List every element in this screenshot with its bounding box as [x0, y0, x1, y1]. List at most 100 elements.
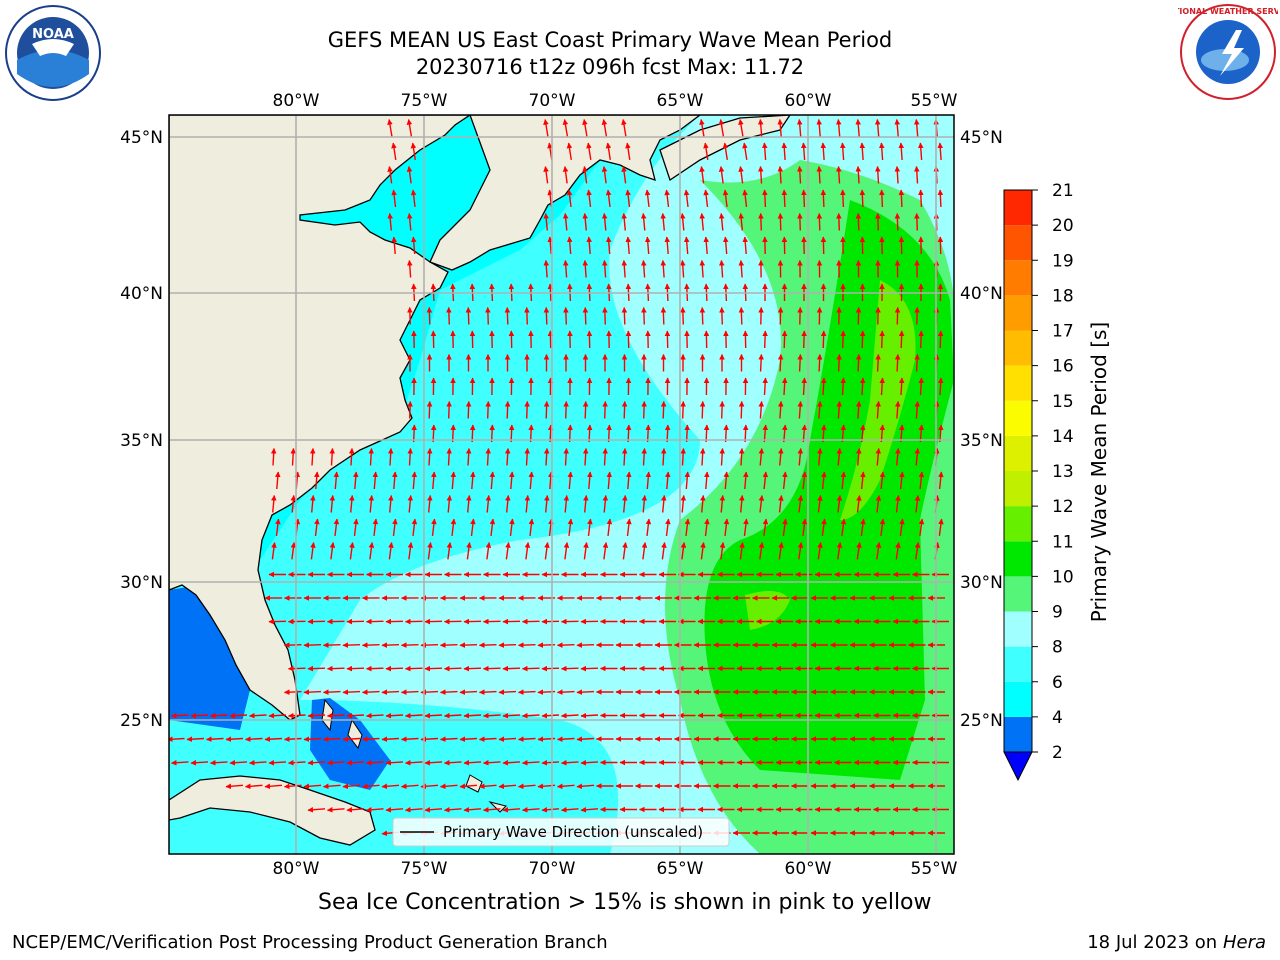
wave-arrow	[796, 118, 803, 137]
wave-arrow	[459, 783, 478, 790]
wave-arrow	[625, 189, 631, 207]
wave-arrow	[368, 447, 374, 466]
wave-arrow	[879, 377, 885, 396]
wave-arrow	[918, 330, 924, 349]
wave-arrow	[840, 330, 846, 349]
wave-arrow	[621, 119, 627, 137]
wave-arrow	[287, 712, 306, 719]
legend-box	[392, 817, 730, 847]
wave-arrow	[874, 118, 881, 137]
wave-arrow	[782, 471, 788, 490]
footer-right: 18 Jul 2023 on Hera	[1087, 932, 1266, 953]
wave-arrow	[346, 712, 365, 719]
wave-arrow	[576, 783, 595, 790]
colorbar-bin	[1004, 716, 1032, 752]
legend-label: Primary Wave Direction (unscaled)	[443, 823, 703, 841]
wave-arrow	[407, 306, 413, 325]
wave-arrow	[700, 494, 706, 513]
colorbar-tick-label: 16	[1052, 357, 1074, 377]
lon-label-bottom-75w: 75°W	[401, 859, 448, 879]
wave-arrow	[699, 259, 706, 278]
wave-arrow	[275, 518, 281, 536]
wave-arrow	[326, 665, 345, 672]
wave-arrow	[465, 447, 472, 466]
wave-arrow	[439, 783, 458, 790]
wave-arrow	[777, 400, 784, 419]
wave-arrow	[898, 189, 905, 208]
wave-arrow	[566, 236, 573, 255]
wave-arrow	[875, 212, 881, 231]
wave-arrow	[879, 518, 886, 536]
wave-arrow	[703, 236, 710, 255]
wave-arrow	[914, 542, 921, 560]
colorbar-bin	[1004, 576, 1032, 612]
wave-arrow	[560, 806, 579, 813]
wave-arrow	[684, 471, 691, 490]
wave-arrow	[307, 759, 326, 766]
wave-arrow	[580, 665, 599, 672]
wave-arrow	[427, 494, 433, 513]
wave-arrow	[547, 471, 554, 490]
wave-arrow	[463, 712, 482, 719]
wave-arrow	[758, 165, 764, 184]
wave-arrow	[683, 236, 690, 255]
wave-arrow	[777, 165, 784, 184]
wave-arrow	[548, 518, 554, 536]
lon-label-bottom-60w: 60°W	[785, 859, 832, 879]
wave-arrow	[556, 783, 575, 790]
wave-arrow	[248, 759, 267, 766]
wave-arrow	[937, 330, 944, 349]
wave-arrow	[800, 142, 807, 161]
wave-arrow	[762, 189, 768, 208]
wave-arrow	[742, 236, 749, 255]
wave-arrow	[719, 542, 726, 560]
wave-arrow	[719, 494, 726, 513]
wave-arrow	[801, 330, 807, 349]
wave-arrow	[439, 642, 458, 648]
wave-arrow	[582, 447, 589, 466]
wave-arrow	[937, 424, 944, 443]
wave-arrow	[856, 542, 862, 560]
lon-label-top-60w: 60°W	[785, 91, 832, 111]
wave-arrow	[801, 471, 808, 490]
wave-arrow	[743, 518, 749, 536]
wave-arrow	[918, 471, 925, 490]
wave-arrow	[625, 424, 632, 443]
wave-arrow	[543, 400, 550, 419]
wave-arrow	[391, 142, 397, 161]
wave-arrow	[601, 259, 608, 278]
wave-arrow	[913, 118, 920, 137]
wave-arrow	[937, 142, 944, 161]
wave-arrow	[372, 518, 379, 536]
colorbar: 2 4 6 8 9 10 11 12 13 14 15 16 17 18 19 20 21	[1003, 181, 1074, 782]
wave-arrow	[742, 424, 749, 443]
wave-arrow	[430, 471, 437, 490]
lat-label-right-45n: 45°N	[960, 128, 1003, 148]
wave-arrow	[502, 759, 521, 766]
wave-arrow	[562, 119, 569, 137]
wave-arrow	[879, 330, 885, 349]
lon-label-top-75w: 75°W	[401, 91, 448, 111]
wave-arrow	[738, 166, 744, 184]
wave-arrow	[875, 400, 882, 419]
wave-arrow	[836, 353, 842, 372]
wave-arrow	[586, 142, 592, 161]
wave-arrow	[303, 736, 322, 742]
wave-arrow	[283, 783, 302, 790]
wave-arrow	[664, 236, 671, 255]
wave-arrow	[463, 759, 482, 766]
wave-arrow	[703, 142, 709, 161]
wave-arrow	[625, 236, 632, 255]
wave-arrow	[333, 518, 340, 536]
wave-arrow	[404, 712, 423, 719]
wave-arrow	[856, 495, 862, 513]
wave-arrow	[313, 471, 320, 490]
wave-arrow	[349, 494, 355, 513]
wave-arrow	[498, 689, 517, 695]
wave-arrow	[465, 306, 472, 325]
wave-arrow	[482, 759, 501, 766]
wave-arrow	[489, 518, 496, 536]
colorbar-tick-label: 2	[1052, 743, 1063, 763]
lat-label-left-35n: 35°N	[120, 431, 163, 451]
wave-arrow	[560, 712, 579, 719]
